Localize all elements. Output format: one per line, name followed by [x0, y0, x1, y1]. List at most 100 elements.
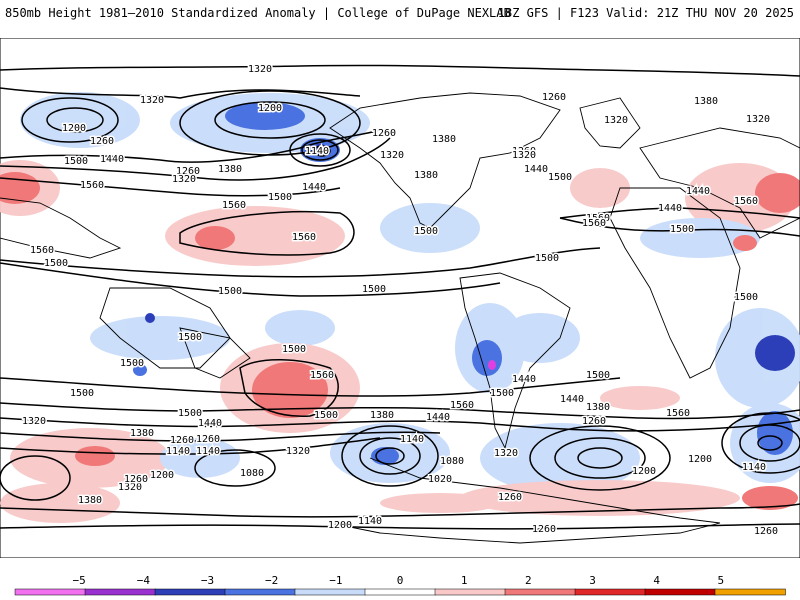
contour-label: 1260 — [170, 435, 194, 446]
contour-label: 1320 — [286, 446, 310, 457]
colorbar-tick-label: 2 — [525, 574, 532, 587]
contour-label: 1500 — [178, 332, 202, 343]
colorbar-segment — [14, 588, 86, 596]
contour-label: 1500 — [586, 370, 610, 381]
contour-label: 1200 — [632, 466, 656, 477]
colorbar-tick-label: 1 — [461, 574, 468, 587]
contour-label: 1260 — [542, 92, 566, 103]
colorbar-segments — [14, 588, 786, 596]
contour-label: 1560 — [30, 245, 54, 256]
contour-label: 1500 — [548, 172, 572, 183]
contour-label: 1320 — [118, 482, 142, 493]
colorbar-segment — [224, 588, 296, 596]
colorbar-tick-label: 4 — [653, 574, 660, 587]
contour-label: 1500 — [44, 258, 68, 269]
colorbar-tick-label: −3 — [201, 574, 214, 587]
contour-label: 1200 — [62, 123, 86, 134]
contour-label: 1500 — [282, 344, 306, 355]
contour-label: 1200 — [258, 103, 282, 114]
contour-label: 1260 — [498, 492, 522, 503]
contour-label: 1560 — [734, 196, 758, 207]
height-contours — [0, 64, 800, 530]
contour-label: 1080 — [240, 468, 264, 479]
contour-label: 1080 — [440, 456, 464, 467]
contour-label: 1320 — [22, 416, 46, 427]
contour-label: 1380 — [586, 402, 610, 413]
contour-label: 1140 — [305, 146, 329, 157]
colorbar-ticks: −5 −4 −3 −2 −1 0 1 2 3 4 5 — [73, 574, 725, 587]
contour-label: 1500 — [670, 224, 694, 235]
contour-label: 1500 — [178, 408, 202, 419]
colorbar-segment — [574, 588, 646, 596]
contour-label: 1560 — [450, 400, 474, 411]
contour-label: 1140 — [742, 462, 766, 473]
contour-label: 1380 — [130, 428, 154, 439]
contour-label: 1500 — [268, 192, 292, 203]
contour-label: 1320 — [604, 115, 628, 126]
contour-label: 1500 — [120, 358, 144, 369]
contour-label: 1140 — [166, 446, 190, 457]
colorbar-segment — [154, 588, 226, 596]
contour-label: 1560 — [586, 213, 610, 224]
contour-label: 1320 — [140, 95, 164, 106]
contour-label: 1500 — [218, 286, 242, 297]
contour-label: 1500 — [64, 156, 88, 167]
colorbar-tick-label: −1 — [329, 574, 342, 587]
contour-label: 1260 — [512, 146, 536, 157]
contour-label: 1380 — [432, 134, 456, 145]
contour-label: 1320 — [248, 64, 272, 75]
contour-label: 1140 — [358, 516, 382, 527]
colorbar-segment — [294, 588, 366, 596]
contour-labels: 1320 1320 1260 1200 1200 1260 1140 1380 … — [21, 63, 780, 539]
contour-label: 1500 — [362, 284, 386, 295]
contour-label: 1260 — [176, 166, 200, 177]
contour-label: 1440 — [686, 186, 710, 197]
contour-label: 1260 — [90, 136, 114, 147]
contour-label: 1320 — [746, 114, 770, 125]
colorbar-segment — [84, 588, 156, 596]
colorbar-tick-label: −4 — [137, 574, 151, 587]
contour-label: 1200 — [688, 454, 712, 465]
contour-label: 1320 — [380, 150, 404, 161]
contour-label: 1320 — [172, 174, 196, 185]
contour-label: 1380 — [218, 164, 242, 175]
contour-label: 1020 — [428, 474, 452, 485]
contour-label: 1380 — [370, 410, 394, 421]
contour-label: 1440 — [426, 412, 450, 423]
contour-label: 1380 — [694, 96, 718, 107]
contour-label: 1500 — [535, 253, 559, 264]
contour-label: 1560 — [80, 180, 104, 191]
colorbar-tick-label: −5 — [73, 574, 86, 587]
contour-label: 1440 — [560, 394, 584, 405]
contour-label: 1320 — [494, 448, 518, 459]
map-title: 850mb Height 1981–2010 Standardized Anom… — [5, 6, 511, 20]
colorbar-segment — [434, 588, 506, 596]
contour-label: 1560 — [222, 200, 246, 211]
contour-label: 1560 — [292, 232, 316, 243]
contour-label: 1500 — [490, 388, 514, 399]
contour-label: 1140 — [400, 434, 424, 445]
contour-label: 1260 — [754, 526, 778, 537]
colorbar-segment — [644, 588, 716, 596]
coastlines — [0, 92, 800, 544]
colorbar-tick-label: 0 — [397, 574, 404, 587]
colorbar-segment — [364, 588, 436, 596]
contour-label: 1200 — [328, 520, 352, 531]
contour-label: 1260 — [124, 474, 148, 485]
contour-label: 1500 — [734, 292, 758, 303]
contour-label: 1200 — [150, 470, 174, 481]
contour-label: 1440 — [198, 418, 222, 429]
run-info: 18Z GFS | F123 Valid: 21Z THU NOV 20 202… — [497, 6, 794, 20]
contour-label: 1260 — [196, 434, 220, 445]
contour-label: 1500 — [314, 410, 338, 421]
contour-label: 1140 — [196, 446, 220, 457]
colorbar-tick-label: −2 — [265, 574, 278, 587]
contour-label: 1260 — [532, 524, 556, 535]
contour-label: 1440 — [100, 154, 124, 165]
anomaly-colorbar: −5 −4 −3 −2 −1 0 1 2 3 4 5 — [14, 574, 786, 596]
contour-label: 1260 — [582, 416, 606, 427]
contour-label: 1320 — [512, 150, 536, 161]
contour-label: 1560 — [666, 408, 690, 419]
colorbar-tick-label: 3 — [589, 574, 596, 587]
contour-label: 1380 — [78, 495, 102, 506]
